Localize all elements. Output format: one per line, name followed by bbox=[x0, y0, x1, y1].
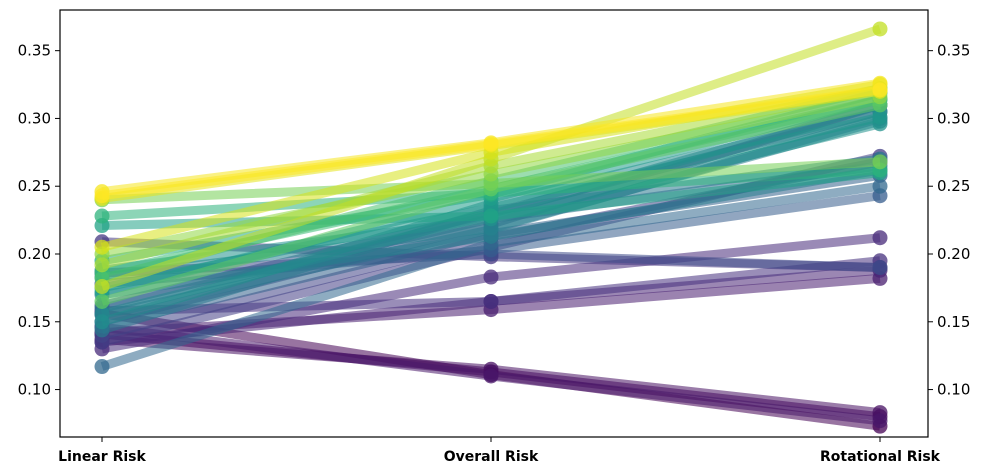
data-point-7-1 bbox=[483, 293, 499, 309]
y-tick-label-left: 0.25 bbox=[18, 177, 51, 195]
data-point-3-2 bbox=[872, 413, 888, 429]
data-point-6-1 bbox=[483, 269, 499, 285]
x-category-label: Overall Risk bbox=[444, 449, 539, 465]
data-point-40-0 bbox=[94, 188, 110, 204]
y-tick-label-right: 0.30 bbox=[937, 109, 970, 127]
data-point-27-1 bbox=[483, 208, 499, 224]
data-point-36-2 bbox=[872, 21, 888, 37]
plot-frame bbox=[59, 9, 929, 438]
data-point-40-1 bbox=[483, 136, 499, 152]
data-point-16-0 bbox=[94, 359, 110, 375]
y-tick-label-right: 0.10 bbox=[937, 381, 970, 399]
y-tick-label-right: 0.25 bbox=[937, 177, 970, 195]
data-point-25-2 bbox=[872, 109, 888, 125]
y-tick-label-left: 0.10 bbox=[18, 381, 51, 399]
data-point-23-0 bbox=[94, 314, 110, 330]
series-40 bbox=[94, 82, 888, 204]
data-point-37-0 bbox=[94, 239, 110, 255]
x-category-label: Linear Risk bbox=[58, 449, 146, 465]
series-layer bbox=[94, 21, 888, 434]
data-point-29-0 bbox=[94, 208, 110, 224]
data-point-33-2 bbox=[872, 154, 888, 170]
data-point-32-0 bbox=[94, 293, 110, 309]
y-tick-label-right: 0.15 bbox=[937, 313, 970, 331]
y-tick-label-left: 0.35 bbox=[18, 42, 51, 60]
axis-layer: 0.10 0.10 0.15 0.15 0.20 0.20 0.25 0.25 0.30 0.30… bbox=[18, 42, 971, 465]
y-tick-label-left: 0.30 bbox=[18, 109, 51, 127]
y-tick-label-left: 0.20 bbox=[18, 245, 51, 263]
x-category-label: Rotational Risk bbox=[820, 449, 941, 465]
y-tick-label-right: 0.20 bbox=[937, 245, 970, 263]
data-point-40-2 bbox=[872, 82, 888, 98]
data-point-6-2 bbox=[872, 230, 888, 246]
data-point-35-0 bbox=[94, 257, 110, 273]
data-point-3-1 bbox=[483, 368, 499, 384]
data-point-16-2 bbox=[872, 178, 888, 194]
data-point-11-2 bbox=[872, 260, 888, 276]
y-tick-label-left: 0.15 bbox=[18, 313, 51, 331]
data-point-36-0 bbox=[94, 279, 110, 295]
y-tick-label-right: 0.35 bbox=[937, 42, 970, 60]
